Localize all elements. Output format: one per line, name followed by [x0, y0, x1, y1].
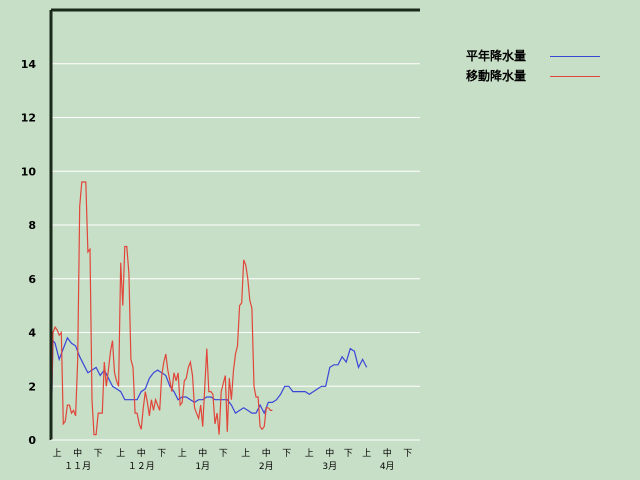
- x-tick-label: 上: [362, 448, 371, 459]
- x-tick-label: 中: [262, 447, 271, 459]
- x-tick-label: 下: [219, 449, 228, 459]
- series-group: [50, 181, 368, 441]
- x-tick-label: 下: [94, 449, 103, 459]
- y-tick-label: 2: [28, 380, 36, 393]
- x-tick-label: 上: [178, 448, 187, 459]
- x-axis-ticks: 上中下上中下上中下上中下上中下上中下１１月 １２月 1月 2月 3月 4月: [53, 447, 413, 472]
- x-tick-label: 上: [305, 448, 314, 459]
- y-axis-ticks: 0 2 4 6 8 10 12 14: [21, 58, 37, 447]
- x-tick-label: 下: [282, 449, 291, 459]
- x-tick-label: 中: [73, 447, 82, 459]
- x-tick-label: 上: [116, 448, 125, 459]
- legend-label-normal: 平年降水量: [466, 49, 527, 63]
- y-tick-label: 14: [21, 58, 37, 71]
- month-label: 1月: [195, 461, 210, 472]
- y-tick-label: 6: [28, 273, 36, 286]
- month-label: 2月: [259, 461, 274, 472]
- x-tick-label: 中: [383, 447, 392, 459]
- x-tick-label: 下: [157, 449, 166, 459]
- x-tick-label: 下: [403, 449, 412, 459]
- y-tick-label: 0: [28, 434, 36, 447]
- series-line-moving: [50, 181, 273, 441]
- legend-label-moving: 移動降水量: [466, 69, 527, 83]
- month-label: 4月: [380, 461, 395, 472]
- x-tick-label: 下: [344, 449, 353, 459]
- x-tick-label: 上: [53, 448, 62, 459]
- x-tick-label: 中: [325, 447, 334, 459]
- month-label: 3月: [322, 461, 337, 472]
- x-tick-label: 上: [241, 448, 250, 459]
- legend-swatch-moving: [550, 76, 600, 77]
- legend-swatch-normal: [550, 56, 600, 57]
- y-tick-label: 10: [21, 165, 37, 178]
- axes: [49, 8, 420, 441]
- y-tick-label: 8: [28, 219, 36, 232]
- x-tick-label: 中: [198, 447, 207, 459]
- y-tick-label: 4: [28, 327, 36, 340]
- grid-lines: [51, 9, 420, 387]
- y-tick-label: 12: [21, 112, 36, 125]
- month-label: １２月: [128, 461, 155, 472]
- series-line-normal: [50, 336, 368, 441]
- x-tick-label: 中: [137, 447, 146, 459]
- month-label: １１月: [64, 461, 91, 472]
